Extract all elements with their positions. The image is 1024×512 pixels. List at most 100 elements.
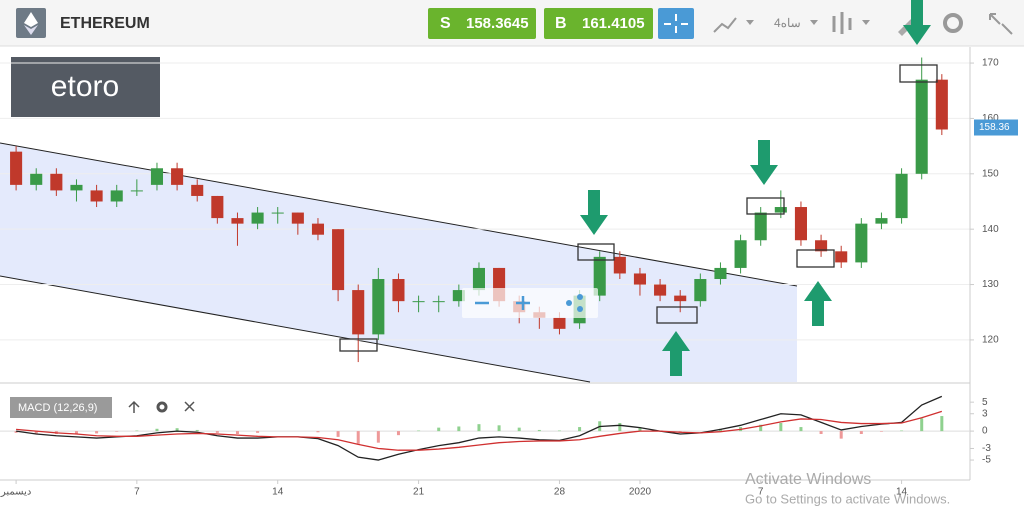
crosshair-icon [664, 14, 688, 33]
histogram-bar [235, 431, 239, 434]
chart-type-icon[interactable] [713, 17, 737, 33]
histogram-bar [175, 428, 179, 432]
histogram-bar [74, 431, 78, 434]
x-tick-label: 14 [896, 487, 908, 498]
candle-body [694, 279, 707, 302]
box [899, 64, 938, 83]
histogram-bar [839, 431, 843, 439]
candle-body [774, 207, 787, 213]
macd-title: MACD (12,26,9) [18, 402, 97, 414]
arrow-down [903, 0, 931, 45]
sell-button[interactable] [428, 8, 536, 39]
x-tick-label: 14 [272, 487, 284, 498]
buy-label: B [555, 15, 567, 32]
x-tick-label: 2020 [629, 487, 652, 498]
histogram-bar [819, 431, 823, 434]
y-tick-label: -5 [982, 455, 991, 466]
histogram-bar [920, 418, 924, 432]
histogram-bar [457, 426, 461, 432]
candle-body [372, 279, 385, 335]
histogram-bar [135, 430, 139, 432]
histogram-bar [517, 427, 521, 432]
dropdown [810, 20, 818, 25]
y-tick-label: 170 [982, 58, 999, 69]
y-tick-label: 130 [982, 279, 999, 290]
sell-label: S [440, 15, 451, 32]
histogram-bar [879, 431, 883, 432]
candle-body [674, 295, 687, 302]
candle-body [472, 267, 485, 291]
x-tick-label: 7 [134, 487, 140, 498]
y-tick-label: 140 [982, 224, 999, 235]
candle-body [412, 301, 425, 303]
histogram-bar [900, 430, 904, 432]
histogram-bar [437, 427, 441, 432]
x-tick-label: 21 [413, 487, 425, 498]
histogram-bar [638, 427, 642, 432]
watermark-subtitle: Go to Settings to activate Windows. [745, 491, 950, 506]
buy-button[interactable] [544, 8, 653, 39]
box [339, 338, 378, 352]
candle-body [794, 207, 807, 241]
macd-label-box[interactable] [10, 397, 112, 418]
y-tick-label: 150 [982, 168, 999, 179]
settings-icon[interactable] [156, 401, 168, 413]
histogram-bar [477, 424, 481, 432]
candle-body [855, 223, 868, 263]
crosshair-button[interactable] [658, 8, 694, 39]
y-tick-label: 120 [982, 335, 999, 346]
histogram-bar [195, 429, 199, 432]
histogram-bar [376, 431, 380, 443]
channel-fill [0, 143, 797, 382]
eth-glyph [24, 25, 38, 35]
histogram-bar [779, 423, 783, 432]
candle-body [593, 256, 606, 296]
histogram-bar [396, 431, 400, 436]
arrow-up [662, 331, 690, 376]
box [577, 243, 615, 261]
candle-body [70, 184, 83, 191]
histogram-bar [316, 431, 320, 433]
candles-icon[interactable] [832, 12, 852, 34]
y-tick-label: 3 [982, 408, 988, 419]
logo-box [11, 57, 160, 117]
y-tick-label: 5 [982, 397, 988, 408]
candle-body [875, 218, 888, 224]
histogram-bar [336, 431, 340, 437]
candle-body [251, 212, 264, 224]
candle-body [271, 212, 284, 214]
histogram-bar [256, 431, 260, 433]
y-tick-label: 160 [982, 113, 999, 124]
collapse-icon[interactable] [989, 13, 1013, 35]
candle-body [734, 240, 747, 268]
arrows [580, 0, 931, 376]
histogram-bar [578, 427, 582, 432]
candle-body [50, 173, 63, 191]
dropdown [862, 20, 870, 25]
channel-top [0, 142, 798, 287]
candle-body [815, 240, 828, 252]
settings-icon[interactable] [943, 13, 963, 33]
candle-body [392, 279, 405, 302]
candle-body [553, 317, 566, 329]
candle-body [332, 229, 345, 291]
histogram-bar [215, 431, 219, 433]
candle-body [150, 168, 164, 185]
arrow-down [580, 190, 608, 235]
histogram-bar [14, 431, 18, 433]
share-icon[interactable] [566, 300, 572, 306]
eth-glyph [24, 12, 38, 27]
share-icon [577, 306, 583, 312]
zoom-icons[interactable] [475, 296, 530, 310]
annotations [339, 64, 938, 352]
candle-body [231, 218, 244, 224]
close-icon[interactable] [184, 401, 195, 412]
histogram-bar [759, 424, 763, 432]
candle-body [613, 256, 626, 274]
histogram-bar [34, 431, 38, 434]
move-icon[interactable] [128, 400, 140, 413]
sell-price: 158.3645 [466, 15, 529, 32]
logo: etoro [51, 70, 119, 103]
box [746, 197, 785, 215]
timeframe[interactable]: 4ساه [774, 16, 801, 30]
